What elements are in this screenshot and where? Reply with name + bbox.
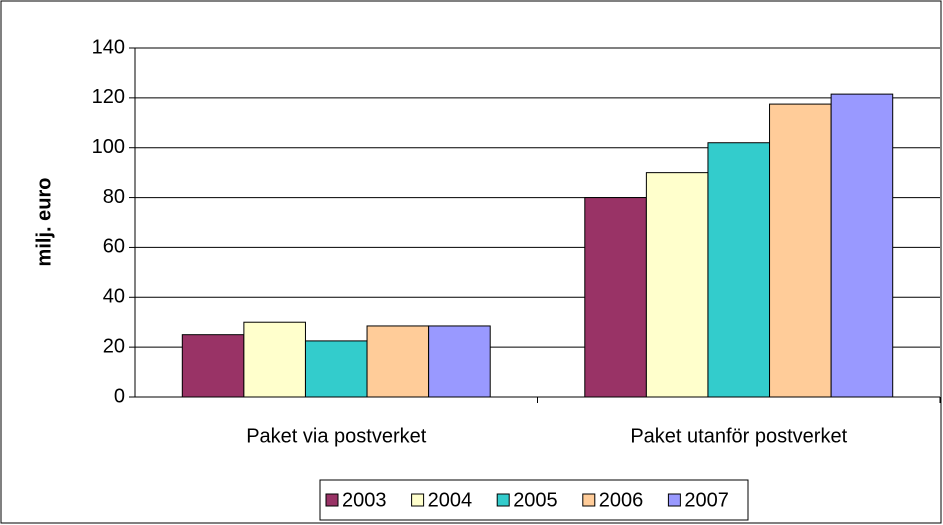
bar xyxy=(304,340,368,398)
legend-label: 2003 xyxy=(342,489,387,511)
legend-swatch xyxy=(325,493,339,507)
y-tick-label: 100 xyxy=(92,136,125,158)
legend-label: 2007 xyxy=(684,489,729,511)
bar xyxy=(769,103,832,398)
x-tick-label: Paket via postverket xyxy=(246,425,427,447)
legend-swatch xyxy=(667,493,681,507)
y-axis-label: milj. euro xyxy=(33,178,55,267)
legend-label: 2005 xyxy=(513,489,558,511)
y-tick-label: 40 xyxy=(103,286,125,308)
y-tick-label: 80 xyxy=(103,186,125,208)
legend-label: 2004 xyxy=(428,489,473,511)
legend-swatch xyxy=(411,493,425,507)
bar xyxy=(830,93,894,398)
bar xyxy=(707,142,771,398)
y-tick-label: 120 xyxy=(92,86,125,108)
y-tick-label: 20 xyxy=(103,335,125,357)
bar xyxy=(366,325,430,398)
bar xyxy=(428,325,491,398)
x-tick-label: Paket utanför postverket xyxy=(630,425,847,447)
bar xyxy=(243,321,306,398)
bar xyxy=(584,197,647,398)
y-tick-label: 140 xyxy=(92,36,125,58)
bar xyxy=(181,334,245,398)
y-tick-label: 0 xyxy=(114,385,125,407)
y-tick-label: 60 xyxy=(103,236,125,258)
bar xyxy=(645,172,709,398)
legend-label: 2006 xyxy=(599,489,644,511)
legend-swatch xyxy=(496,493,510,507)
legend-swatch xyxy=(582,493,596,507)
